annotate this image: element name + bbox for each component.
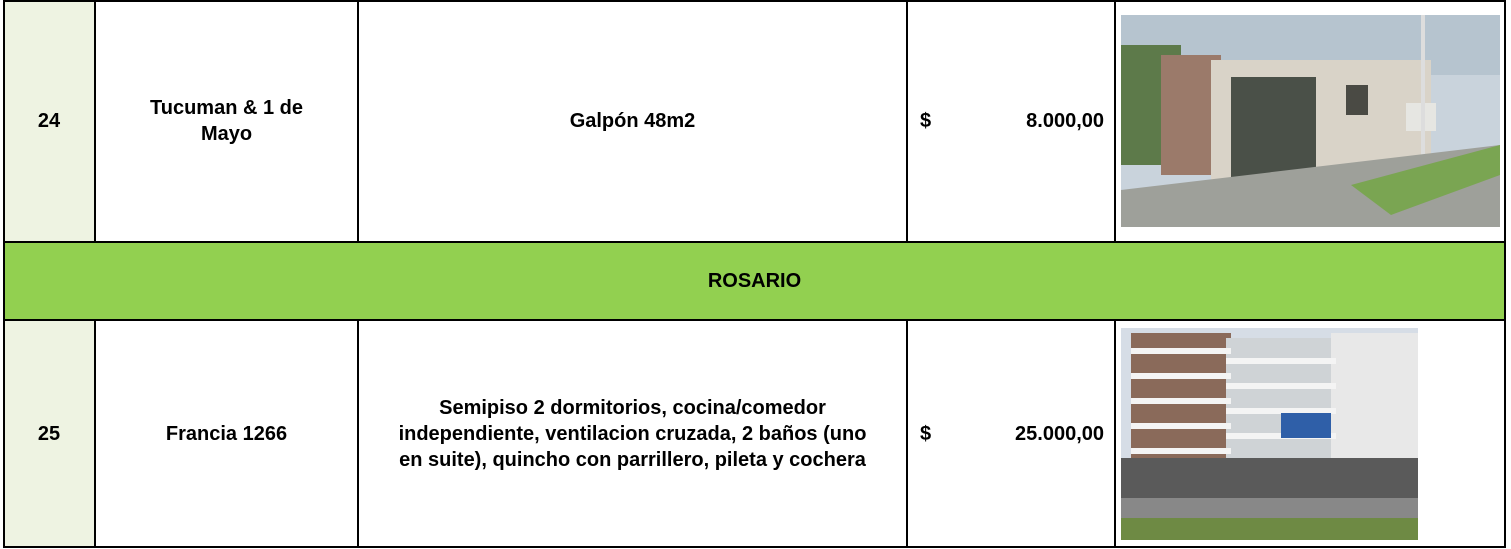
price: $8.000,00	[907, 0, 1115, 242]
address-text: Tucuman & 1 de Mayo	[150, 97, 303, 145]
address-text: Francia 1266	[165, 423, 288, 445]
currency: $	[920, 110, 932, 132]
price-value: 25.000,00	[1015, 423, 1104, 445]
price: $25.000,00	[907, 320, 1115, 548]
section-header: ROSARIO	[3, 242, 1506, 320]
description: Galpón 48m2	[358, 0, 907, 242]
photo	[1121, 15, 1500, 227]
description-text: Galpón 48m2	[569, 110, 696, 132]
description: Semipiso 2 dormitorios, cocina/comedor i…	[358, 320, 907, 548]
photo	[1121, 328, 1418, 540]
description-text: Semipiso 2 dormitorios, cocina/comedor i…	[398, 397, 867, 471]
address: Tucuman & 1 de Mayo	[95, 0, 358, 242]
section-title: ROSARIO	[707, 270, 802, 292]
row-number: 25	[3, 320, 95, 548]
price-value: 8.000,00	[1026, 110, 1104, 132]
currency: $	[920, 423, 932, 445]
photo-cell	[1115, 0, 1506, 242]
row-number: 24	[3, 0, 95, 242]
photo-cell	[1115, 320, 1506, 548]
row-number-text: 24	[37, 110, 61, 132]
row-number-text: 25	[37, 423, 61, 445]
address: Francia 1266	[95, 320, 358, 548]
